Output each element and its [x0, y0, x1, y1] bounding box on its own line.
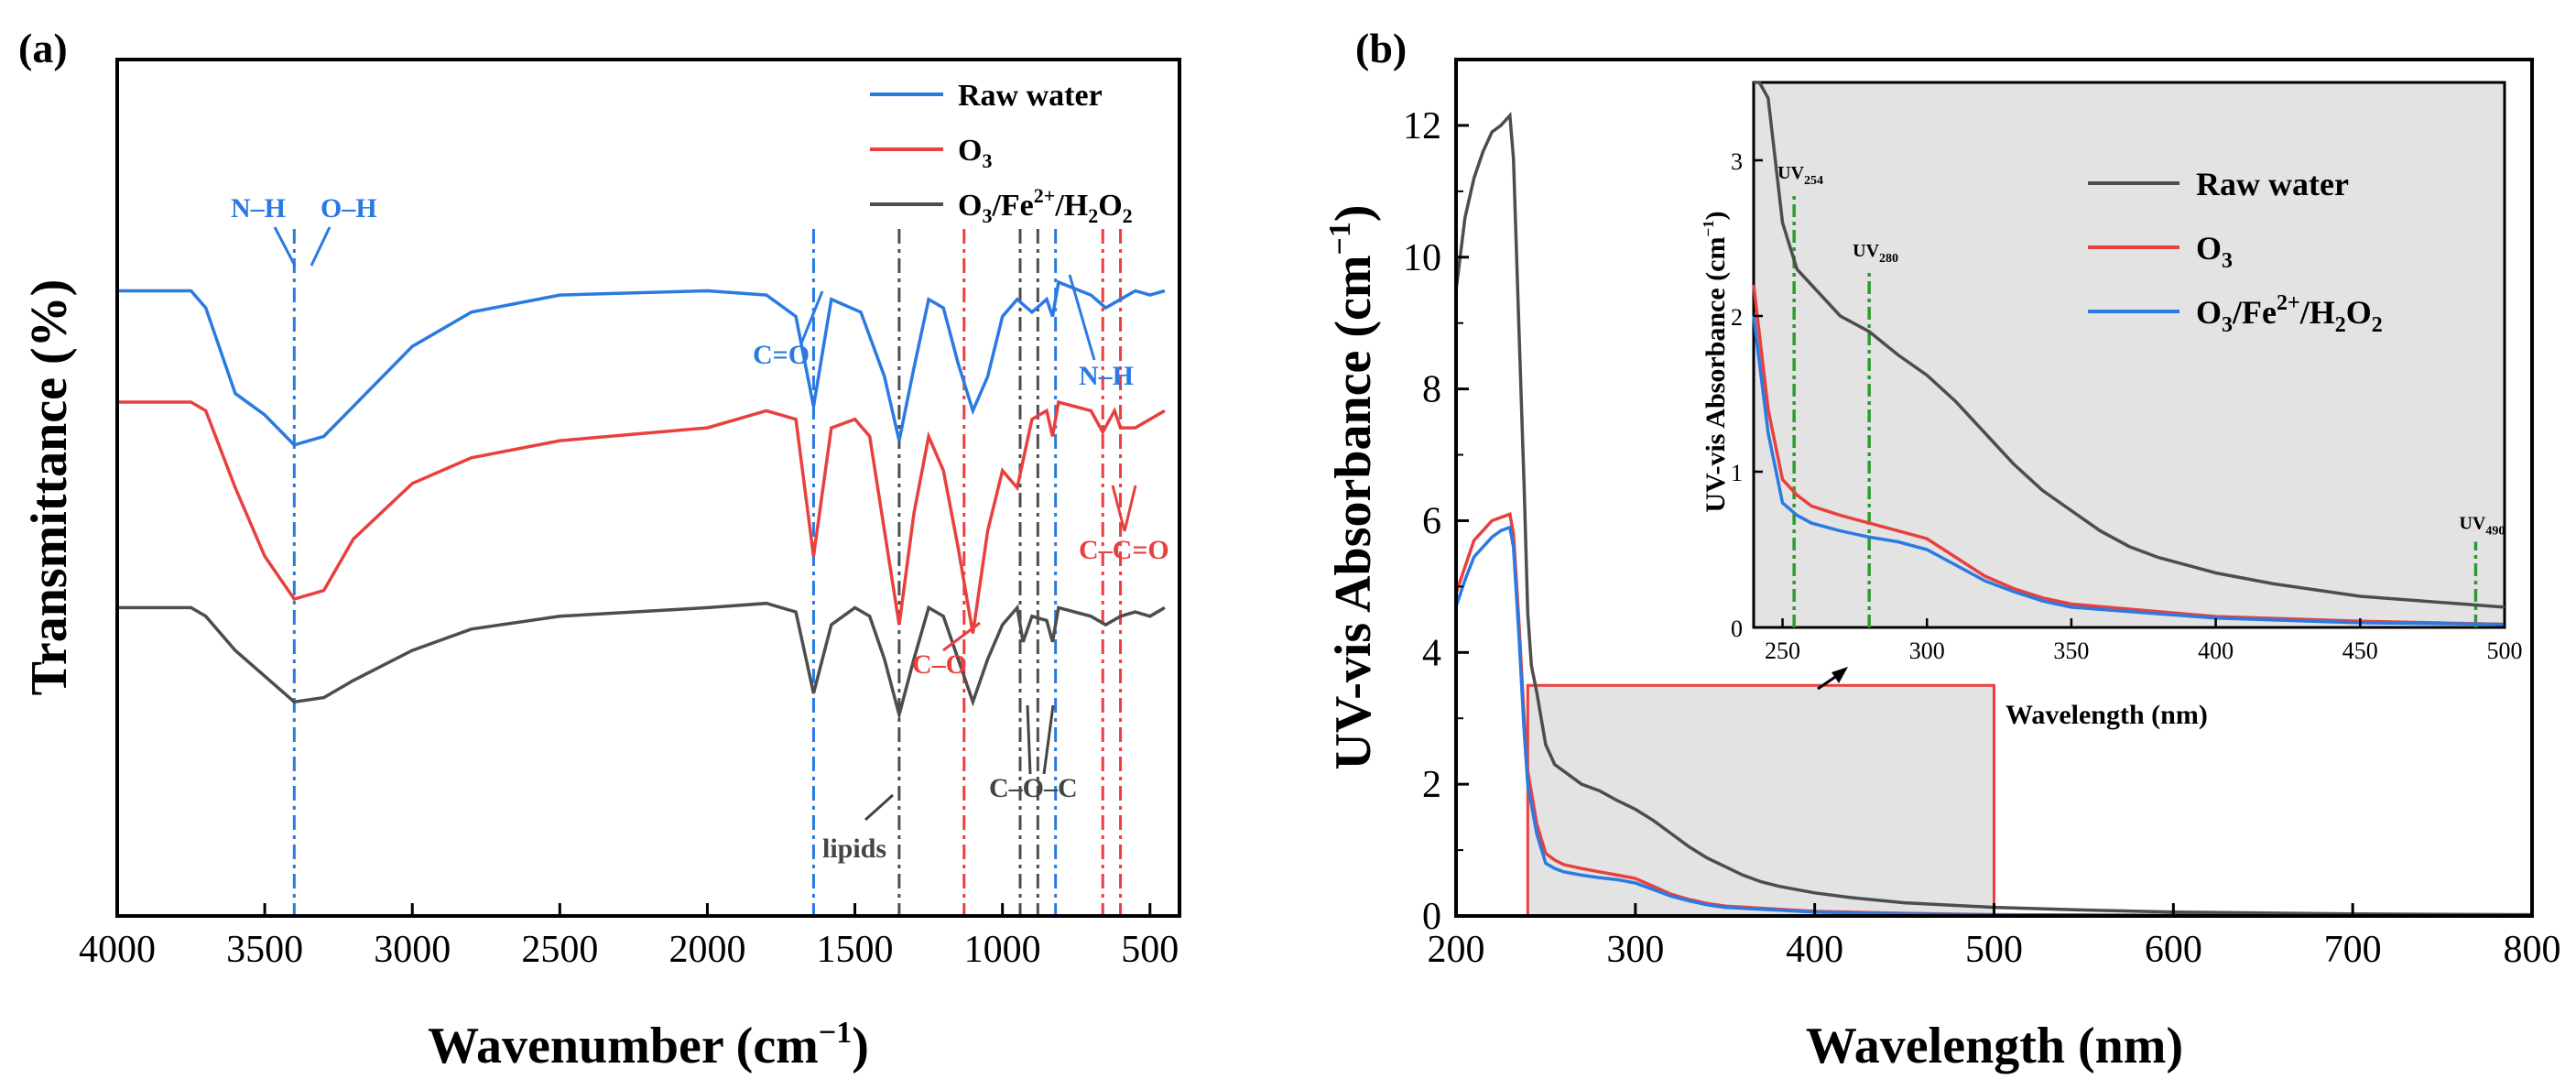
series-line-a-0 — [117, 279, 1166, 447]
arrow-nh — [273, 226, 297, 267]
inset-legend-label-raw: Raw water — [2196, 166, 2349, 202]
legend-label-fenton: O3/Fe2+/H2O2 — [958, 184, 1133, 227]
x-tick-label-a-3500: 3500 — [226, 929, 303, 971]
annotation-lipids: lipids — [822, 834, 886, 864]
inset-x-tick-label-350: 350 — [2053, 638, 2089, 664]
panel-a-ftir: (a) 4000 3500 3000 2500 2000 1500 1000 500 Wave… — [18, 25, 1181, 1074]
x-axis-title-b: Wavelength (nm) — [1806, 1018, 2183, 1074]
arrow-nh-2 — [1068, 274, 1096, 361]
uv-marker-label-280: UV280 — [1853, 241, 1898, 266]
inset-x-tick-label-300: 300 — [1909, 638, 1945, 664]
legend-a: Raw water O3 O3/Fe2+/H2O2 — [870, 79, 1133, 227]
inset-series — [1752, 81, 2505, 627]
annotation-co-red: C–O — [912, 649, 967, 680]
y-tick-label-b-8: 8 — [1422, 369, 1441, 411]
inset-pointer-head — [1831, 667, 1848, 683]
plot-frame-a — [115, 58, 1181, 918]
inset-y-title: UV-vis Absorbance (cm−1) — [1700, 211, 1731, 512]
y-tick-label-b-4: 4 — [1422, 632, 1441, 674]
x-ticks-a: 4000 3500 3000 2500 2000 1500 1000 500 — [79, 903, 1179, 971]
uv-marker-sub-280: 280 — [1879, 252, 1898, 266]
annotation-co: C=O — [753, 340, 810, 370]
inset-x-tick-label-250: 250 — [1765, 638, 1800, 664]
inset-y-tick-label-2: 2 — [1731, 304, 1743, 331]
reference-lines — [292, 229, 1123, 916]
y-axis-title-b: UV-vis Absorbance (cm−1) — [1323, 204, 1382, 769]
inset-y-tick-label-3: 3 — [1731, 148, 1743, 175]
annotation-oh: O–H — [321, 193, 377, 223]
legend-label-raw: Raw water — [958, 79, 1103, 113]
arrow-coc-1 — [1026, 704, 1032, 775]
x-tick-label-b-200: 200 — [1428, 929, 1485, 971]
inset-y-tick-label-1: 1 — [1731, 460, 1743, 486]
arrow-cco-1 — [1111, 485, 1126, 532]
series-line-a-1 — [117, 399, 1166, 634]
inset-x-title: Wavelength (nm) — [2005, 700, 2208, 730]
y-tick-label-b-10: 10 — [1403, 237, 1441, 279]
x-tick-label-a-1000: 1000 — [964, 929, 1041, 971]
uv-marker-text-280: UV — [1853, 241, 1879, 261]
uv-marker-sub-254: 254 — [1804, 174, 1823, 188]
inset-series-line-0 — [1754, 81, 2505, 609]
ftir-series — [117, 279, 1166, 722]
series-line-b-2 — [1454, 525, 2533, 918]
legend-label-o3: O3 — [958, 134, 992, 172]
x-tick-label-b-800: 800 — [2504, 929, 2561, 971]
annotation-nh-2: N–H — [1079, 361, 1134, 391]
y-tick-label-b-12: 12 — [1403, 105, 1441, 147]
y-tick-label-b-0: 0 — [1422, 896, 1441, 938]
uv-marker-text-490: UV — [2459, 514, 2485, 534]
uv-marker-text-254: UV — [1777, 163, 1804, 183]
inset-y-tick-label-0: 0 — [1731, 616, 1743, 642]
inset-legend-label-fenton: O3/Fe2+/H2O2 — [2196, 291, 2383, 337]
arrow-lipids — [864, 793, 895, 822]
y-tick-label-b-2: 2 — [1422, 764, 1441, 806]
annotation-nh: N–H — [231, 193, 286, 223]
uv-marker-label-490: UV490 — [2459, 514, 2505, 539]
x-tick-label-b-300: 300 — [1606, 929, 1664, 971]
x-tick-label-a-2500: 2500 — [521, 929, 598, 971]
x-tick-label-a-4000: 4000 — [79, 929, 156, 971]
x-tick-label-b-700: 700 — [2324, 929, 2382, 971]
annotation-coc: C–O–C — [989, 773, 1078, 803]
uv-series — [1454, 111, 2533, 918]
inset-x-tick-label-450: 450 — [2342, 638, 2378, 664]
x-tick-label-a-500: 500 — [1121, 929, 1179, 971]
inset-legend-label-o3: O3 — [2196, 230, 2233, 273]
uv-marker-sub-490: 490 — [2485, 525, 2505, 539]
x-tick-label-b-500: 500 — [1965, 929, 2023, 971]
panel-b-label: (b) — [1355, 25, 1407, 71]
annotations-a: N–H O–H C=O N–H C–C=O C–O C–O–C lipids — [231, 193, 1169, 864]
arrow-co — [799, 290, 824, 344]
x-axis-title-a: Wavenumber (cm−1) — [428, 1016, 869, 1074]
series-line-b-0 — [1454, 111, 2533, 917]
y-tick-label-b-6: 6 — [1422, 500, 1441, 542]
x-tick-label-b-400: 400 — [1786, 929, 1843, 971]
inset-x-tick-label-500: 500 — [2487, 638, 2523, 664]
inset-series-line-2 — [1752, 315, 2505, 627]
arrow-coc-2 — [1042, 704, 1055, 775]
inset-frame — [1752, 81, 2506, 629]
arrow-oh — [310, 226, 332, 267]
inset-x-tick-label-400: 400 — [2198, 638, 2234, 664]
inset-ticks: 250 300 350 400 450 500 0 1 2 3 — [1731, 148, 2523, 664]
annotation-cco: C–C=O — [1079, 535, 1169, 565]
x-tick-label-a-2000: 2000 — [668, 929, 745, 971]
inset-legend: Raw water O3 O3/Fe2+/H2O2 — [2088, 166, 2383, 337]
arrow-co-red — [942, 621, 981, 652]
y-axis-title-a: Transmittance (%) — [21, 279, 78, 696]
x-tick-label-a-1500: 1500 — [817, 929, 894, 971]
arrow-cco-2 — [1123, 485, 1137, 532]
panel-a-label: (a) — [18, 25, 68, 71]
x-tick-label-a-3000: 3000 — [374, 929, 451, 971]
series-line-a-2 — [117, 601, 1166, 722]
inset-series-line-1 — [1752, 284, 2505, 627]
uv-marker-label-254: UV254 — [1777, 163, 1823, 188]
x-tick-label-b-600: 600 — [2145, 929, 2202, 971]
